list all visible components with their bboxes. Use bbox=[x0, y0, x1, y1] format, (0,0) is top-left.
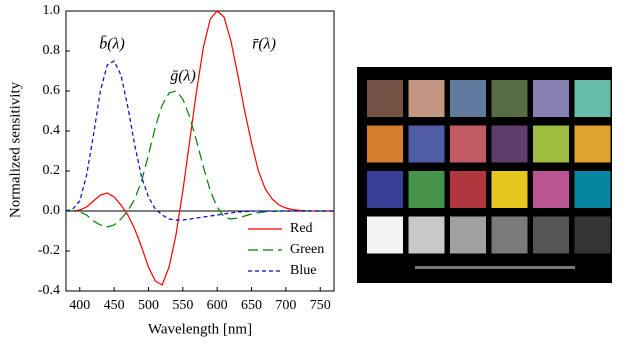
checker-patch bbox=[409, 80, 445, 117]
checker-patch bbox=[492, 126, 528, 163]
y-tick-label: 0.6 bbox=[43, 83, 61, 98]
legend-label: Red bbox=[290, 221, 313, 236]
x-tick-label: 550 bbox=[172, 298, 193, 313]
checker-patch bbox=[575, 126, 611, 163]
annotation: b̄(λ) bbox=[99, 36, 125, 53]
x-axis-label: Wavelength [nm] bbox=[148, 321, 252, 337]
checker-patch bbox=[409, 171, 445, 208]
checker-caption bbox=[415, 266, 575, 269]
legend-label: Green bbox=[290, 242, 324, 257]
annotation: ḡ(λ) bbox=[170, 68, 196, 85]
annotation: r̄(λ) bbox=[252, 36, 276, 53]
x-tick-label: 500 bbox=[138, 298, 159, 313]
checker-patch bbox=[450, 217, 486, 254]
checker-patch bbox=[450, 126, 486, 163]
checker-patch bbox=[450, 171, 486, 208]
checker-patch bbox=[533, 217, 569, 254]
y-tick-label: -0.4 bbox=[38, 283, 60, 298]
checker-patch bbox=[367, 171, 403, 208]
checker-patch bbox=[575, 80, 611, 117]
x-tick-label: 650 bbox=[241, 298, 262, 313]
y-tick-label: 1.0 bbox=[43, 3, 61, 18]
checker-patch bbox=[533, 126, 569, 163]
legend-label: Blue bbox=[290, 263, 316, 278]
checker-patch bbox=[409, 126, 445, 163]
y-tick-label: 0.4 bbox=[43, 123, 61, 138]
x-tick-label: 450 bbox=[104, 298, 125, 313]
checker-patch bbox=[533, 80, 569, 117]
y-tick-label: 0.8 bbox=[43, 43, 61, 58]
y-tick-label: 0.0 bbox=[43, 203, 61, 218]
checker-patch bbox=[450, 80, 486, 117]
y-axis-label: Normalized sensitivity bbox=[7, 81, 23, 218]
x-tick-label: 750 bbox=[310, 298, 331, 313]
x-tick-label: 700 bbox=[275, 298, 296, 313]
x-tick-label: 400 bbox=[69, 298, 90, 313]
checker-patch bbox=[533, 171, 569, 208]
checker-patch bbox=[492, 80, 528, 117]
x-tick-label: 600 bbox=[207, 298, 228, 313]
checker-patch bbox=[575, 171, 611, 208]
series-line bbox=[66, 61, 334, 220]
figure: Wavelength [nm] Normalized sensitivity 1… bbox=[0, 0, 629, 347]
y-tick-label: -0.2 bbox=[38, 243, 60, 258]
checker-patch bbox=[367, 126, 403, 163]
checker-patch bbox=[367, 80, 403, 117]
checker-patch bbox=[367, 217, 403, 254]
checker-patch bbox=[492, 171, 528, 208]
checker-patch bbox=[575, 217, 611, 254]
checker-patch bbox=[492, 217, 528, 254]
checker-patch bbox=[409, 217, 445, 254]
y-tick-label: 0.2 bbox=[43, 163, 61, 178]
series-line bbox=[66, 91, 334, 227]
